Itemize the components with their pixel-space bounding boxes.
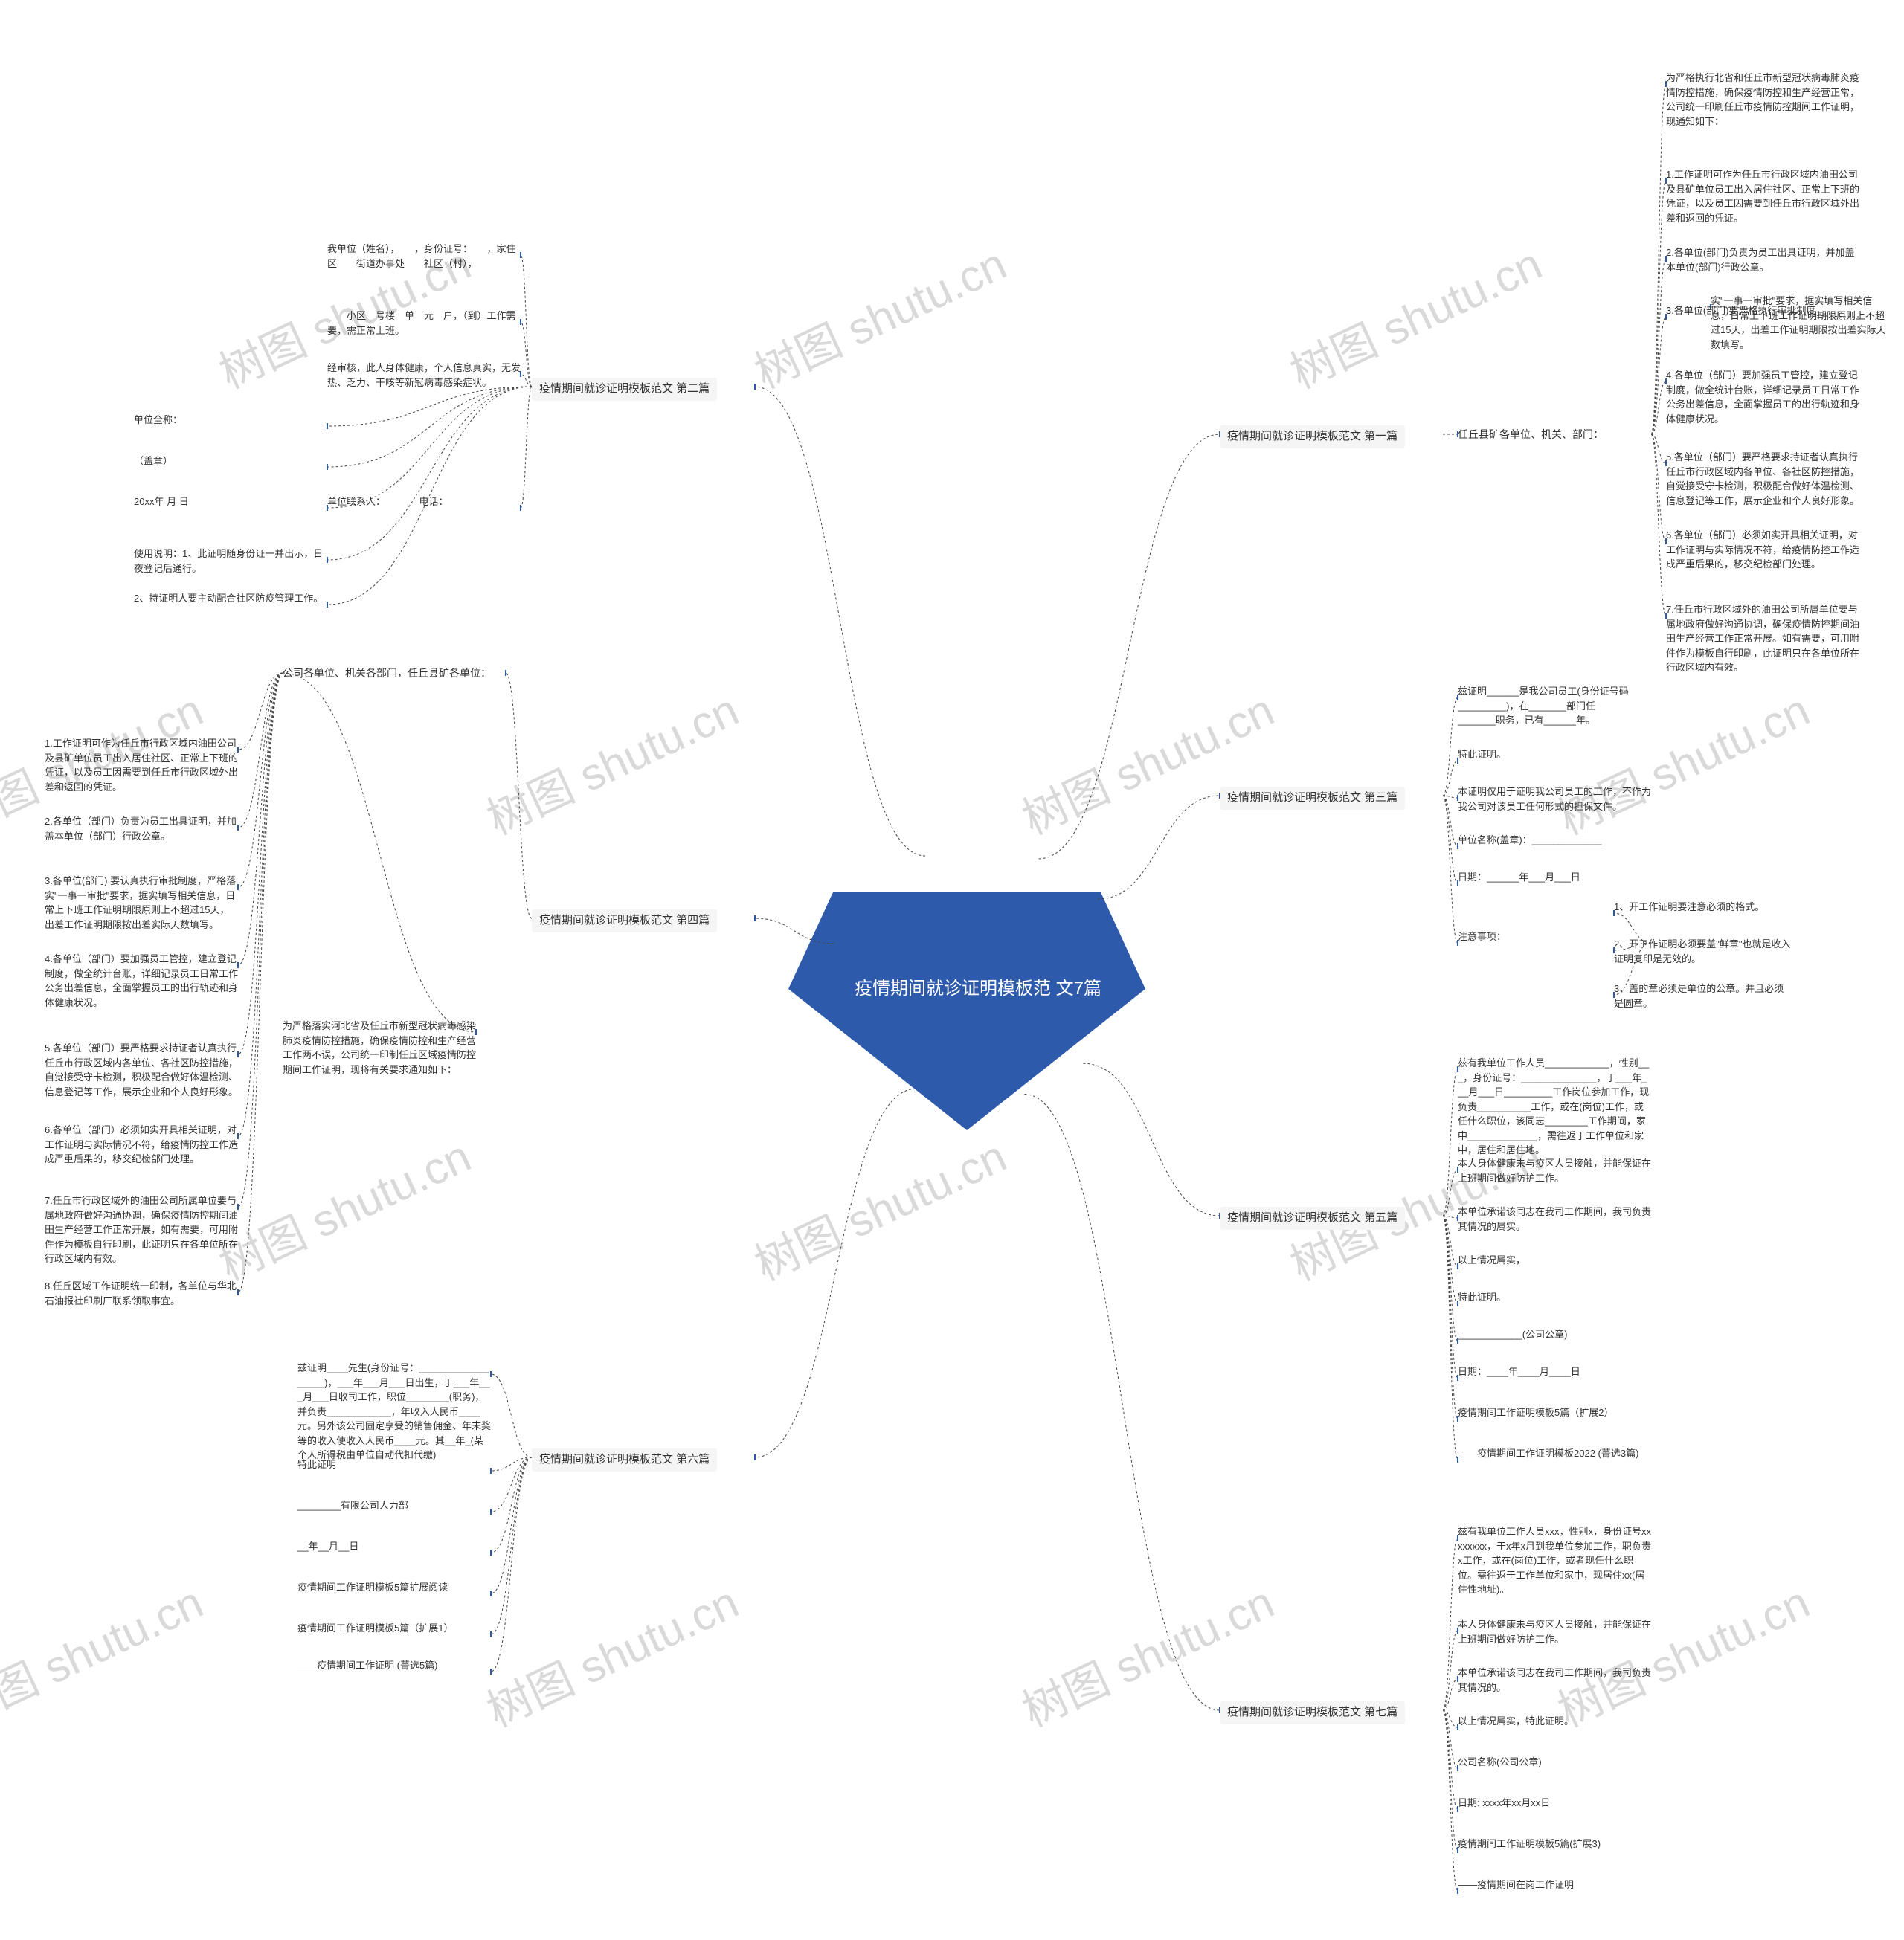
center-node: 疫情期间就诊证明模板范 文7篇: [844, 885, 1112, 1093]
leaf-node: 兹有我单位工作人员xxx，性别x，身份证号xxxxxxxx，于x年x月到我单位参…: [1458, 1524, 1651, 1597]
leaf-node: 1.工作证明可作为任丘市行政区域内油田公司及县矿单位员工出入居住社区、正常上下班…: [1666, 167, 1859, 225]
leaf-node: 日期：____年____月____日: [1458, 1364, 1580, 1379]
leaf-node: 6.各单位（部门）必须如实开具相关证明，对工作证明与实际情况不符，给疫情防控工作…: [45, 1123, 238, 1167]
leaf-node: 疫情期间工作证明模板5篇（扩展2）: [1458, 1405, 1613, 1420]
leaf-node: 6.各单位（部门）必须如实开具相关证明，对工作证明与实际情况不符，给疫情防控工作…: [1666, 528, 1859, 572]
leaf-node: 1.工作证明可作为任丘市行政区域内油田公司及县矿单位员工出入居住社区、正常上下班…: [45, 736, 238, 794]
leaf-node: 本人身体健康未与疫区人员接触，并能保证在上班期间做好防护工作。: [1458, 1156, 1651, 1185]
leaf-node: 2、持证明人要主动配合社区防疫管理工作。: [134, 591, 323, 606]
leaf-node: 20xx年 月 日: [134, 494, 189, 509]
sub-label: 任丘县矿各单位、机关、部门：: [1458, 427, 1604, 442]
leaf-node: 2.各单位（部门）负责为员工出具证明，并加盖本单位（部门）行政公章。: [45, 814, 238, 843]
leaf-node: 本单位承诺该同志在我司工作期间，我司负责其情况的属实。: [1458, 1205, 1651, 1234]
branch-label: 疫情期间就诊证明模板范文 第七篇: [1220, 1701, 1405, 1724]
center-title: 疫情期间就诊证明模板范 文7篇: [855, 976, 1101, 1002]
leaf-node: 特此证明。: [1458, 1290, 1506, 1305]
leaf-node: 日期: xxxx年xx月xx日: [1458, 1796, 1550, 1811]
leaf-node: 本证明仅用于证明我公司员工的工作，不作为我公司对该员工任何形式的担保文件。: [1458, 784, 1651, 813]
leaf-node: 单位名称(盖章)：_____________: [1458, 833, 1602, 848]
leaf-node: 为严格落实河北省及任丘市新型冠状病毒感染肺炎疫情防控措施，确保疫情防控和生产经营…: [283, 1019, 476, 1077]
leaf-node: 2.各单位(部门)负责为员工出具证明，并加盖本单位(部门)行政公章。: [1666, 245, 1859, 274]
leaf-node: 注意事项：: [1458, 929, 1506, 944]
leaf-node: 4.各单位（部门）要加强员工管控，建立登记制度，做全统计台账，详细记录员工日常工…: [1666, 368, 1859, 426]
leaf-node: 7.任丘市行政区域外的油田公司所属单位要与属地政府做好沟通协调，确保疫情防控期间…: [1666, 602, 1859, 675]
leaf-node: 疫情期间工作证明模板5篇扩展阅读: [298, 1580, 448, 1595]
leaf-node: 本人身体健康未与疫区人员接触，并能保证在上班期间做好防护工作。: [1458, 1617, 1651, 1646]
leaf-node: 单位联系人： 电话：: [327, 494, 448, 509]
leaf-node: 4.各单位（部门）要加强员工管控，建立登记制度，做全统计台账，详细记录员工日常工…: [45, 952, 238, 1010]
branch-label: 疫情期间就诊证明模板范文 第四篇: [532, 909, 717, 932]
leaf-node: 5.各单位（部门）要严格要求持证者认真执行任丘市行政区域内各单位、各社区防控措施…: [45, 1041, 238, 1099]
branch-label: 疫情期间就诊证明模板范文 第五篇: [1220, 1207, 1405, 1230]
leaf-node: （盖章）: [134, 454, 173, 468]
leaf-node: 使用说明：1、此证明随身份证一并出示，日夜登记后通行。: [134, 547, 327, 576]
leaf-node: 兹有我单位工作人员____________，性别___，身份证号：_______…: [1458, 1056, 1651, 1158]
sub-label: 公司各单位、机关各部门，任丘县矿各单位：: [283, 666, 491, 681]
leaf-node: 特此证明: [298, 1457, 336, 1472]
leaf-node: 5.各单位（部门）要严格要求持证者认真执行任丘市行政区域内各单位、各社区防控措施…: [1666, 450, 1859, 508]
leaf-node: 兹证明______是我公司员工(身份证号码 _________)，在______…: [1458, 684, 1629, 728]
leaf-node: 兹证明____先生(身份证号：__________________)，___年_…: [298, 1361, 491, 1463]
leaf-child-node: 3、盖的章必须是单位的公章。并且必须是圆章。: [1614, 982, 1792, 1011]
branch-label: 疫情期间就诊证明模板范文 第二篇: [532, 378, 717, 401]
leaf-node: ____________(公司公章): [1458, 1327, 1567, 1342]
leaf-node: __年__月__日: [298, 1539, 358, 1554]
leaf-child-node: 1、开工作证明要注意必须的格式。: [1614, 900, 1764, 915]
leaf-node: 疫情期间工作证明模板5篇(扩展3): [1458, 1837, 1601, 1852]
leaf-node: 8.任丘区域工作证明统一印制，各单位与华北石油报社印刷厂联系领取事宜。: [45, 1279, 238, 1308]
branch-label: 疫情期间就诊证明模板范文 第三篇: [1220, 787, 1405, 810]
leaf-child-node: 2、开工作证明必须要盖"鲜章"也就是收入证明复印是无效的。: [1614, 937, 1792, 966]
leaf-node: ——疫情期间工作证明 (菁选5篇): [298, 1658, 438, 1673]
leaf-node: ——疫情期间在岗工作证明: [1458, 1878, 1574, 1892]
leaf-node: 单位全称：: [134, 413, 182, 428]
leaf-node: 公司名称(公司公章): [1458, 1755, 1542, 1770]
leaf-node: 以上情况属实，: [1458, 1253, 1525, 1268]
leaf-node: 小区 号楼 单 元 户，（到）工作需要，需正常上班。: [327, 309, 521, 338]
leaf-node: 日期：______年___月___日: [1458, 870, 1580, 885]
branch-label: 疫情期间就诊证明模板范文 第一篇: [1220, 425, 1405, 448]
leaf-node: 疫情期间工作证明模板5篇（扩展1）: [298, 1621, 453, 1636]
leaf-node: ——疫情期间工作证明模板2022 (菁选3篇): [1458, 1446, 1638, 1461]
leaf-node: 经审核，此人身体健康，个人信息真实，无发热、乏力、干咳等新冠病毒感染症状。: [327, 361, 521, 390]
leaf-node: 本单位承诺该同志在我司工作期间，我司负责其情况的。: [1458, 1666, 1651, 1695]
leaf-node: ________有限公司人力部: [298, 1498, 408, 1513]
leaf-node: 特此证明。: [1458, 747, 1506, 762]
leaf-node: 3.各单位(部门) 要认真执行审批制度，严格落实"一事一审批"要求，据实填写相关…: [45, 874, 238, 932]
leaf-node: 以上情况属实，特此证明。: [1458, 1714, 1574, 1729]
leaf-node: 7.任丘市行政区域外的油田公司所属单位要与属地政府做好沟通协调，确保疫情防控期间…: [45, 1193, 238, 1266]
branch-label: 疫情期间就诊证明模板范文 第六篇: [532, 1448, 717, 1472]
leaf-node: 为严格执行北省和任丘市新型冠状病毒肺炎疫情防控措施，确保疫情防控和生产经营正常，…: [1666, 71, 1859, 129]
leaf-child-node: 实"一事一审批"要求，据实填写相关信息，日常上下班工作证明期限原则上不超过15天…: [1711, 294, 1889, 352]
leaf-node: 我单位（姓名）， ，身份证号： ，家住 区 街道办事处 社区（村），: [327, 242, 521, 271]
